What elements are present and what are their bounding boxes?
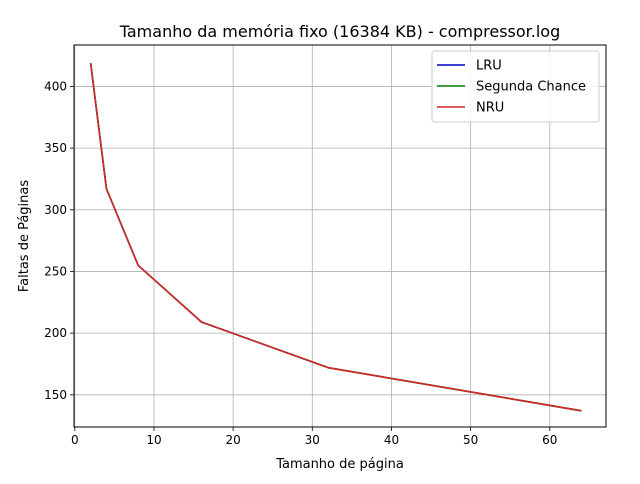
y-tick-label: 400 (44, 79, 67, 93)
y-tick-label: 200 (44, 326, 67, 340)
grid-lines (74, 45, 606, 427)
axis-ticks: 0 10 20 30 40 50 60 150 200 250 300 350 400 (44, 79, 557, 447)
legend-label: LRU (476, 59, 502, 74)
x-tick-label: 10 (146, 433, 161, 447)
x-tick-label: 0 (71, 433, 79, 447)
y-axis-label: Faltas de Páginas (17, 180, 32, 293)
x-tick-label: 60 (542, 433, 557, 447)
x-tick-label: 50 (463, 433, 478, 447)
legend: LRU Segunda Chance NRU (431, 50, 600, 123)
legend-box (431, 50, 600, 123)
chart-title: Tamanho da memória fixo (16384 KB) - com… (119, 22, 561, 41)
y-tick-label: 150 (44, 388, 67, 402)
plot-frame (73, 44, 607, 428)
y-tick-label: 250 (44, 264, 67, 278)
series-layer (89, 62, 582, 412)
legend-label: NRU (476, 101, 504, 116)
x-tick-label: 20 (225, 433, 240, 447)
x-axis-label: Tamanho de página (275, 457, 404, 472)
legend-label: Segunda Chance (476, 80, 586, 95)
y-tick-label: 350 (44, 141, 67, 155)
series-line-2 (89, 62, 582, 412)
y-tick-label: 300 (44, 203, 67, 217)
x-tick-label: 30 (305, 433, 320, 447)
x-tick-label: 40 (384, 433, 399, 447)
